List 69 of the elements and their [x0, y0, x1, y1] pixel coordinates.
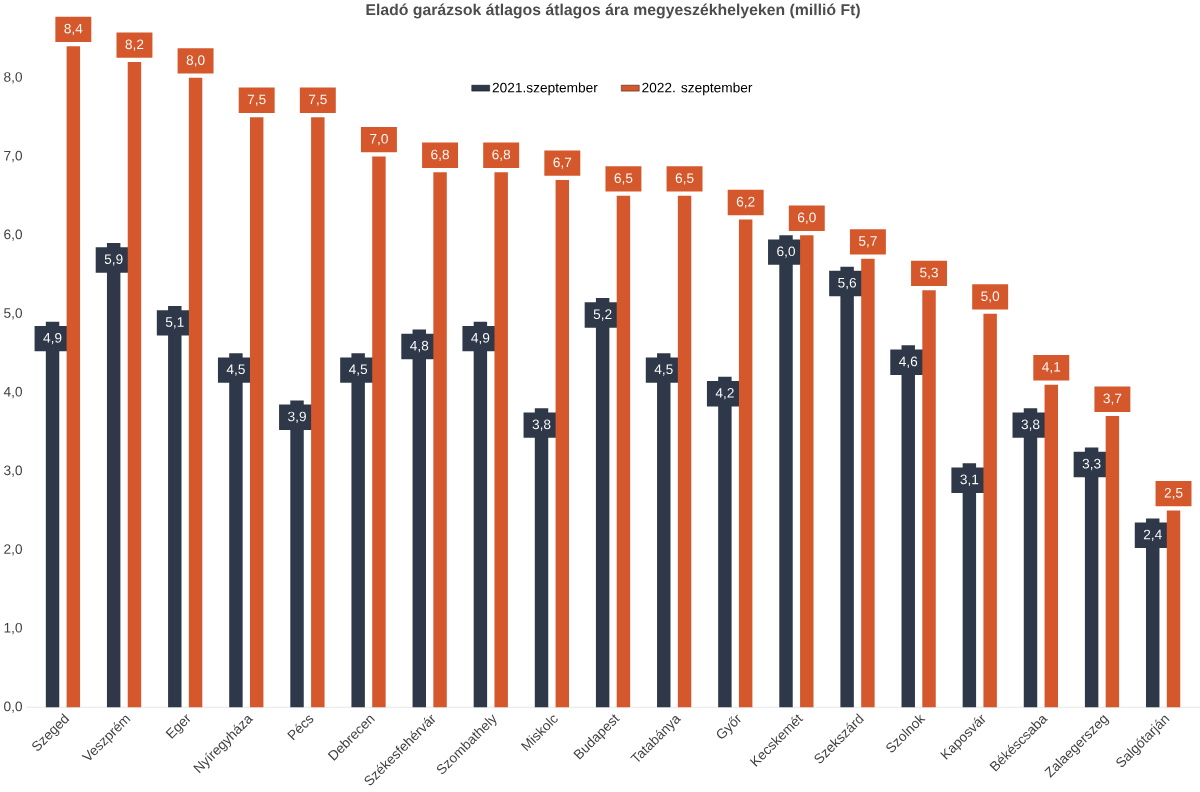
data-label: 5,7: [858, 236, 877, 248]
bar: [1044, 384, 1058, 708]
legend-label: 2021.szeptember: [492, 82, 598, 96]
data-label: 6,0: [777, 246, 795, 258]
data-label: 5,2: [593, 309, 612, 321]
bar: [127, 62, 142, 708]
y-tick-label: 1,0: [4, 622, 23, 635]
bar: [188, 77, 203, 708]
data-label: 2,5: [1164, 487, 1183, 500]
data-label: 6,7: [553, 157, 572, 169]
data-label: 4,5: [226, 364, 245, 376]
y-tick-label: 3,0: [4, 465, 23, 477]
data-label: 5,3: [920, 267, 938, 279]
data-label: 4,5: [348, 364, 368, 376]
data-label: 4,9: [43, 332, 62, 345]
data-label: 6,8: [431, 149, 449, 161]
y-tick-label: 5,0: [4, 308, 23, 320]
y-tick-label: 0,0: [4, 701, 23, 713]
y-tick-label: 6,0: [4, 229, 23, 241]
data-label: 6,0: [797, 212, 816, 224]
data-label: 4,2: [715, 388, 734, 400]
data-label: 4,9: [471, 332, 490, 345]
data-label: 5,1: [165, 317, 184, 329]
bar: [311, 117, 325, 708]
data-label: 5,9: [104, 254, 123, 266]
data-label: 3,3: [1082, 458, 1101, 471]
y-tick-label: 4,0: [3, 386, 23, 399]
bar: [66, 46, 81, 708]
data-label: 4,6: [899, 356, 918, 368]
legend-label: 2022. szeptember: [642, 82, 753, 96]
data-label: 3,1: [960, 474, 979, 486]
data-label: 4,8: [410, 340, 429, 353]
data-label: 7,5: [309, 94, 327, 106]
y-tick-label: 2,0: [4, 544, 23, 556]
bar: [249, 117, 264, 708]
data-label: 7,0: [370, 133, 388, 146]
bar: [861, 258, 875, 708]
data-label: 6,5: [614, 173, 633, 185]
data-label: 8,4: [64, 23, 83, 36]
data-label: 6,2: [736, 196, 755, 209]
data-label: 3,8: [532, 419, 551, 431]
bar: [983, 313, 997, 708]
data-label: 4,5: [654, 364, 673, 376]
bar: [1105, 416, 1120, 708]
data-label: 8,2: [125, 39, 144, 51]
data-label: 7,5: [247, 94, 266, 106]
y-tick-label: 7,0: [4, 150, 23, 163]
data-label: 4,1: [1042, 362, 1061, 374]
bar: [1166, 510, 1181, 708]
bar: [800, 235, 814, 708]
data-label: 3,9: [288, 411, 306, 423]
data-label: 6,8: [492, 149, 511, 161]
bar: [433, 172, 447, 708]
bar: [677, 195, 692, 708]
data-label: 3,8: [1021, 419, 1040, 431]
data-label: 3,7: [1103, 393, 1122, 405]
data-label: 8,0: [186, 55, 205, 67]
bar: [372, 156, 386, 708]
data-label: 5,6: [838, 277, 857, 290]
data-label: 5,0: [981, 291, 1000, 303]
data-label: 2,4: [1143, 529, 1162, 541]
bar: [494, 172, 508, 708]
bar: [922, 290, 936, 708]
bar: [738, 219, 753, 708]
bar: [616, 195, 631, 708]
bar: [555, 180, 570, 708]
data-label: 6,5: [675, 173, 694, 185]
chart-title: Eladó garázsok átlagos átlagos ára megyeszékhelyeken (millió Ft): [366, 3, 860, 19]
y-tick-label: 8,0: [4, 72, 23, 84]
